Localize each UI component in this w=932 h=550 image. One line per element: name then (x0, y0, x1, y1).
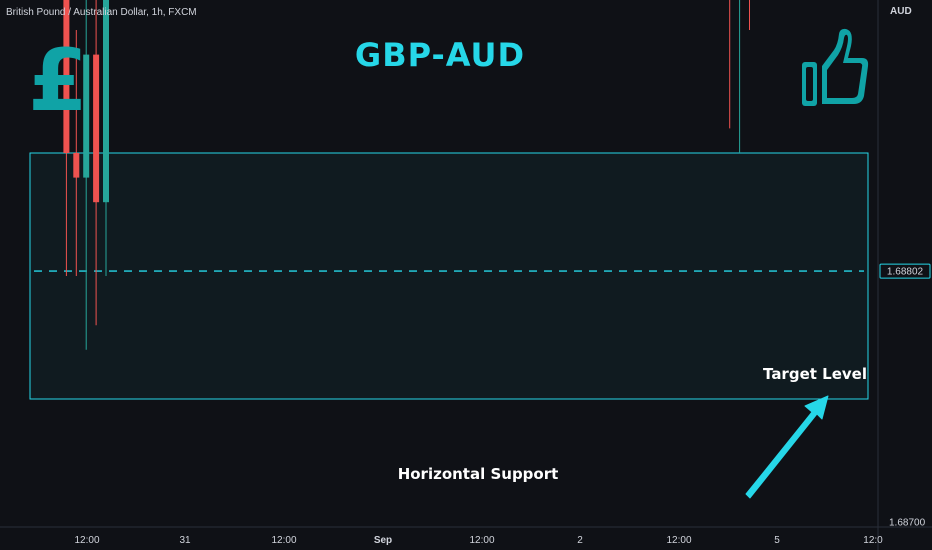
candle-body (63, 0, 70, 153)
x-tick-label: 12:00 (469, 535, 494, 546)
thumbs-up-icon (802, 28, 869, 106)
x-tick-label: Sep (374, 535, 392, 546)
x-tick-label: 12:00 (271, 535, 296, 546)
price-axis-unit: AUD (890, 6, 912, 17)
x-tick-label: 5 (774, 535, 780, 546)
x-tick-label: 12:00 (666, 535, 691, 546)
candle-body (93, 54, 100, 203)
candle-body (83, 54, 90, 178)
y-tick-label: 1.68700 (889, 518, 926, 529)
x-tick-label: 12:00 (74, 535, 99, 546)
x-tick-label: 12:0 (863, 535, 883, 546)
candle-body (103, 0, 109, 203)
candle-body (73, 153, 80, 178)
support-zone-box (29, 152, 869, 400)
target-label: Target Level (763, 365, 867, 383)
x-tick-label: 2 (577, 535, 583, 546)
symbol-info: British Pound / Australian Dollar, 1h, F… (6, 7, 197, 18)
support-price-tag-bg (879, 263, 931, 279)
support-label: Horizontal Support (398, 465, 559, 483)
pound-sign-icon: £ (28, 31, 88, 131)
chart-title: GBP-AUD (354, 36, 526, 74)
target-arrow (745, 395, 829, 499)
support-price-tag: 1.68802 (887, 267, 924, 278)
x-tick-label: 31 (179, 535, 191, 546)
